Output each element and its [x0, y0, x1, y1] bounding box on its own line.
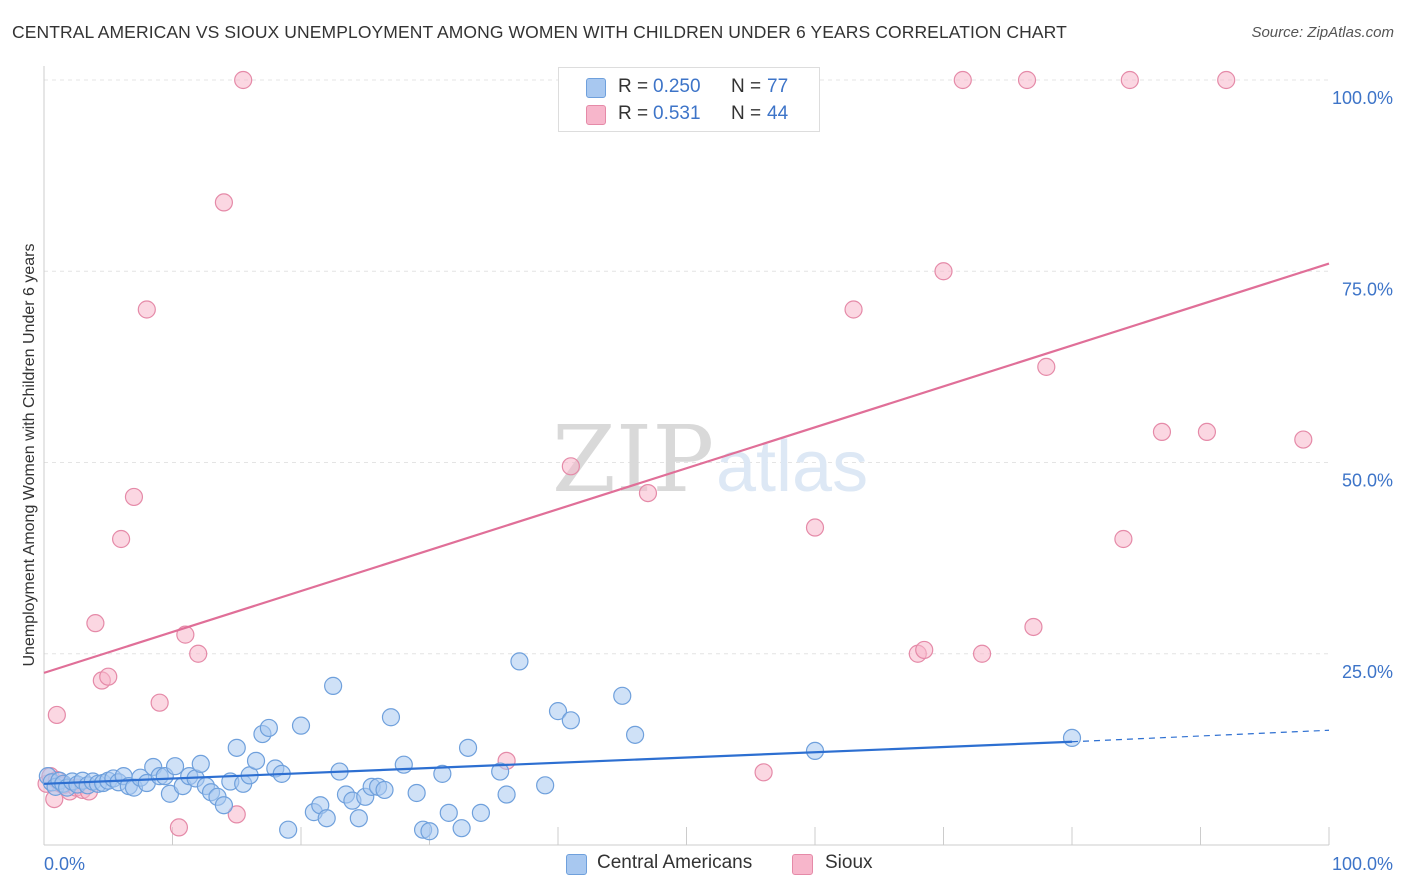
trend-lines	[43, 262, 1330, 785]
central-americans-points	[38, 652, 1082, 841]
data-point	[246, 751, 266, 770]
watermark: ZIP atlas	[552, 406, 868, 513]
data-point	[754, 763, 773, 782]
data-point	[972, 644, 992, 663]
data-point	[934, 262, 953, 281]
data-point	[111, 529, 131, 549]
n-label: N =	[731, 103, 762, 124]
data-point	[86, 614, 105, 633]
stats-legend: R = 0.250 N = 77 R = 0.531 N = 44	[558, 67, 820, 132]
data-point	[915, 640, 934, 660]
data-point	[394, 755, 413, 774]
data-point	[844, 300, 863, 319]
data-point	[439, 803, 458, 822]
blue-swatch	[566, 854, 587, 875]
data-point	[99, 667, 118, 686]
r-label: R =	[618, 76, 649, 97]
legend-label: Central Americans	[597, 852, 753, 873]
data-point	[279, 820, 298, 839]
data-point	[471, 803, 490, 822]
data-point	[150, 693, 169, 712]
tick-labels: 25.0% 50.0% 75.0% 100.0% 0.0% 100.0%	[44, 88, 1393, 874]
data-point	[317, 809, 336, 828]
n-value: 77	[767, 76, 789, 97]
data-point	[137, 300, 156, 319]
y-tick-label: 50.0%	[1342, 471, 1393, 491]
data-point	[536, 776, 555, 795]
data-point	[497, 785, 516, 804]
data-point	[433, 764, 452, 783]
y-tick-label: 25.0%	[1342, 662, 1393, 682]
data-point	[452, 819, 471, 838]
data-point	[1114, 529, 1133, 549]
data-point	[214, 193, 233, 212]
data-point	[227, 805, 246, 824]
data-point	[1152, 422, 1172, 441]
data-point	[1294, 430, 1313, 449]
data-point	[805, 518, 825, 537]
data-point	[1217, 70, 1236, 90]
data-point	[375, 780, 394, 800]
watermark-atlas: atlas	[716, 427, 868, 507]
x-tick-label: 100.0%	[1332, 854, 1393, 874]
data-point	[407, 783, 426, 803]
data-point	[458, 738, 478, 757]
data-point	[234, 70, 253, 90]
data-point	[349, 809, 368, 828]
pink-swatch	[586, 105, 606, 125]
data-point	[214, 796, 233, 815]
trend-line-extension	[1071, 729, 1330, 743]
chart-title: CENTRAL AMERICAN VS SIOUX UNEMPLOYMENT A…	[12, 22, 1067, 42]
data-point	[47, 705, 66, 725]
r-label: R =	[618, 103, 649, 124]
data-point	[1024, 617, 1043, 637]
blue-swatch	[586, 78, 606, 98]
stats-row-central-americans: R = 0.250 N = 77	[559, 74, 819, 102]
data-point	[189, 644, 208, 663]
data-point	[491, 762, 510, 781]
data-point	[1017, 70, 1037, 90]
data-point	[165, 757, 185, 776]
axes	[43, 66, 1330, 846]
pink-swatch	[792, 854, 813, 875]
data-point	[191, 754, 210, 774]
data-point	[638, 484, 658, 503]
data-point	[176, 625, 195, 644]
data-point	[953, 70, 972, 90]
data-point	[1037, 357, 1056, 376]
y-tick-label: 75.0%	[1342, 279, 1393, 299]
data-point	[227, 738, 246, 757]
data-point	[561, 457, 580, 476]
trend-line-central-americans	[43, 740, 1073, 785]
data-point	[625, 725, 645, 744]
n-label: N =	[731, 76, 762, 97]
watermark-zip: ZIP	[552, 406, 714, 513]
stats-row-sioux: R = 0.531 N = 44	[559, 101, 819, 129]
data-point	[561, 711, 580, 730]
data-point	[613, 686, 632, 705]
legend-label: Sioux	[825, 852, 873, 873]
data-point	[420, 822, 439, 841]
trend-line-sioux	[43, 262, 1330, 674]
data-point	[510, 652, 529, 671]
data-point	[291, 716, 311, 735]
y-tick-label: 100.0%	[1332, 88, 1393, 108]
n-value: 44	[767, 103, 789, 124]
data-point	[259, 718, 278, 738]
data-point	[169, 818, 189, 837]
data-point	[1120, 70, 1139, 90]
data-point	[1062, 728, 1082, 748]
source-label: Source: ZipAtlas.com	[1251, 24, 1394, 41]
data-point	[1197, 422, 1217, 441]
data-point	[324, 676, 343, 695]
data-point	[124, 487, 144, 507]
r-value: 0.531	[653, 103, 701, 124]
x-tick-label: 0.0%	[44, 854, 85, 874]
data-point	[548, 702, 568, 721]
gridlines	[44, 79, 1329, 655]
y-axis-label: Unemployment Among Women with Children U…	[21, 243, 38, 667]
data-point	[381, 708, 401, 727]
r-value: 0.250	[653, 76, 701, 97]
